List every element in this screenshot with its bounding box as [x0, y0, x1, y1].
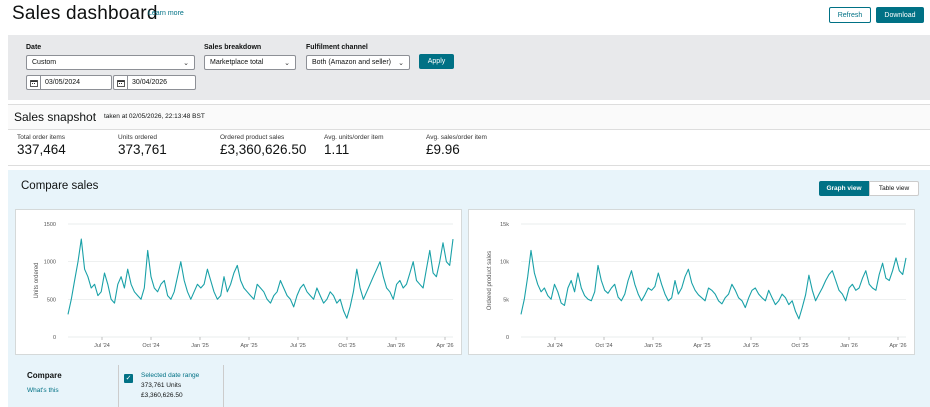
- metric-value: £3,360,626.50: [220, 142, 307, 157]
- x-tick-label: Apr '26: [889, 343, 906, 349]
- y-tick-label: 0: [53, 335, 56, 341]
- metric-label: Total order items: [17, 134, 66, 141]
- breakdown-select-value: Marketplace total: [210, 59, 264, 66]
- x-tick-label: Jan '25: [191, 343, 209, 349]
- metric-label: Ordered product sales: [220, 134, 285, 141]
- compare-card: ✓ Selected date range 373,761 Units £3,3…: [118, 365, 224, 407]
- calendar-icon[interactable]: [114, 76, 128, 89]
- metric-label: Avg. units/order item: [324, 134, 384, 141]
- compare-label: Compare: [27, 371, 62, 380]
- filter-bar: Date Custom ⌄ 03/05/2024 30/04/2026 Sale…: [8, 35, 930, 100]
- metric-total-order-items: Total order items 337,464: [17, 134, 66, 157]
- compare-sales-section: Compare sales Graph view Table view 0 500…: [8, 170, 930, 407]
- units-ordered-chart: 0 500 1000 1500 Units ordered Jul '24 Oct '24 J…: [15, 209, 462, 355]
- x-tick-label: Oct '25: [338, 343, 355, 349]
- snapshot-header: Sales snapshot taken at 02/05/2026, 22:1…: [8, 104, 930, 130]
- sales-chart-svg: 0 5k 10k 15k Ordered product sales Jul '24 Oct…: [487, 222, 907, 349]
- metric-ordered-product-sales: Ordered product sales £3,360,626.50: [220, 134, 306, 157]
- y-tick-label: 0: [506, 335, 509, 341]
- snapshot-title: Sales snapshot: [14, 110, 97, 124]
- channel-select-value: Both (Amazon and seller): [312, 59, 391, 66]
- metric-value: 337,464: [17, 142, 66, 157]
- y-tick-label: 1000: [44, 260, 56, 266]
- metric-value: 373,761: [118, 142, 167, 157]
- date-label: Date: [26, 44, 42, 51]
- metric-value: 1.11: [324, 142, 350, 157]
- learn-more-link[interactable]: Learn more: [148, 10, 184, 17]
- channel-label: Fulfilment channel: [306, 44, 368, 51]
- x-tick-label: Oct '24: [595, 343, 612, 349]
- series-line: [520, 249, 907, 320]
- metric-units-ordered: Units ordered 373,761: [118, 134, 167, 157]
- sales-chart: 0 5k 10k 15k Ordered product sales Jul '24 Oct…: [468, 209, 915, 355]
- end-date-value: 30/04/2026: [132, 79, 168, 86]
- selected-range-sales: £3,360,626.50: [141, 392, 183, 399]
- table-view-button[interactable]: Table view: [869, 181, 919, 196]
- x-tick-label: Oct '25: [791, 343, 808, 349]
- x-tick-label: Jan '26: [840, 343, 858, 349]
- snapshot-timestamp: taken at 02/05/2026, 22:13:48 BST: [104, 113, 205, 120]
- compare-title: Compare sales: [21, 180, 99, 192]
- breakdown-select[interactable]: Marketplace total ⌄: [204, 55, 296, 70]
- page-header: Sales dashboard Learn more Refresh Downl…: [0, 0, 930, 33]
- x-tick-label: Jul '24: [94, 343, 110, 349]
- x-tick-label: Apr '26: [436, 343, 453, 349]
- snapshot-metrics: Total order items 337,464 Units ordered …: [8, 130, 930, 166]
- metric-value: £9.96: [426, 142, 460, 157]
- x-tick-label: Jul '24: [547, 343, 563, 349]
- x-tick-label: Oct '24: [142, 343, 159, 349]
- x-tick-label: Jan '26: [387, 343, 405, 349]
- x-tick-label: Jul '25: [290, 343, 306, 349]
- y-tick-label: 15k: [500, 222, 509, 228]
- download-button[interactable]: Download: [876, 7, 924, 23]
- refresh-button[interactable]: Refresh: [829, 7, 871, 23]
- breakdown-label: Sales breakdown: [204, 44, 262, 51]
- y-tick-label: 10k: [500, 260, 509, 266]
- x-tick-label: Apr '25: [240, 343, 257, 349]
- start-date-value: 03/05/2024: [45, 79, 81, 86]
- y-axis-label: Ordered product sales: [487, 251, 493, 310]
- page-title: Sales dashboard: [12, 3, 158, 24]
- checkbox-checked-icon[interactable]: ✓: [124, 374, 133, 383]
- metric-avg-sales-per-order: Avg. sales/order item £9.96: [426, 134, 487, 157]
- apply-button[interactable]: Apply: [419, 54, 454, 69]
- units-chart-svg: 0 500 1000 1500 Units ordered Jul '24 Oct '24 J…: [34, 222, 454, 349]
- calendar-icon[interactable]: [27, 76, 41, 89]
- start-date-field[interactable]: 03/05/2024: [26, 75, 112, 90]
- channel-select[interactable]: Both (Amazon and seller) ⌄: [306, 55, 410, 70]
- graph-view-button[interactable]: Graph view: [819, 181, 869, 196]
- end-date-field[interactable]: 30/04/2026: [113, 75, 196, 90]
- date-select[interactable]: Custom ⌄: [26, 55, 195, 70]
- chevron-down-icon: ⌄: [183, 60, 189, 67]
- date-select-value: Custom: [32, 59, 57, 66]
- metric-avg-units-per-order: Avg. units/order item 1.11: [324, 134, 384, 157]
- y-axis-label: Units ordered: [34, 262, 40, 298]
- metric-label: Avg. sales/order item: [426, 134, 487, 141]
- chevron-down-icon: ⌄: [398, 60, 404, 67]
- y-tick-label: 5k: [503, 297, 509, 303]
- chevron-down-icon: ⌄: [284, 60, 290, 67]
- y-tick-label: 500: [47, 297, 56, 303]
- metric-label: Units ordered: [118, 134, 158, 141]
- x-tick-label: Jul '25: [743, 343, 759, 349]
- whats-this-link[interactable]: What's this: [27, 387, 59, 394]
- series-line: [67, 238, 454, 319]
- x-tick-label: Apr '25: [693, 343, 710, 349]
- y-tick-label: 1500: [44, 222, 56, 228]
- selected-range-label: Selected date range: [141, 372, 200, 379]
- x-tick-label: Jan '25: [644, 343, 662, 349]
- selected-range-units: 373,761 Units: [141, 382, 182, 389]
